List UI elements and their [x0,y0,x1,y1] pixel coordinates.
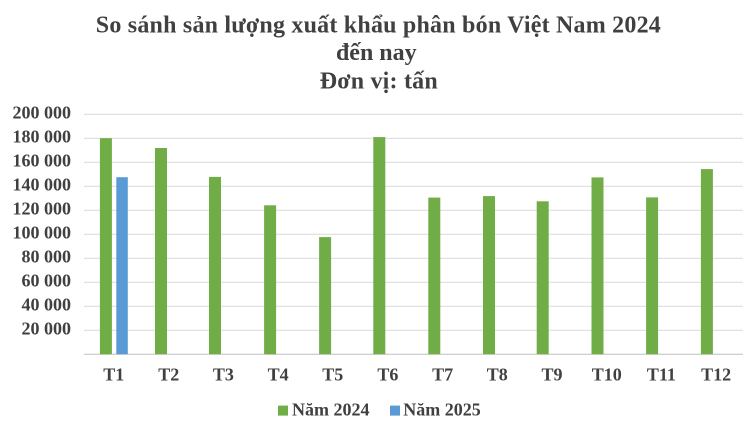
svg-text:T4: T4 [268,365,289,385]
svg-text:đến nay: đến nay [336,40,417,66]
svg-text:T6: T6 [377,365,398,385]
svg-text:20 000: 20 000 [22,319,72,339]
svg-text:120 000: 120 000 [13,199,72,219]
svg-text:T11: T11 [647,365,676,385]
svg-text:Đơn vị: tấn: Đơn vị: tấn [320,68,438,94]
svg-text:T9: T9 [541,365,562,385]
svg-text:80 000: 80 000 [22,247,72,267]
svg-text:40 000: 40 000 [22,295,72,315]
svg-text:T12: T12 [701,365,731,385]
svg-text:T3: T3 [213,365,234,385]
svg-text:T2: T2 [158,365,179,385]
svg-text:T7: T7 [432,365,453,385]
svg-text:60 000: 60 000 [22,271,72,291]
svg-text:T1: T1 [103,365,124,385]
svg-text:Năm 2024: Năm 2024 [292,400,370,420]
svg-text:Năm 2025: Năm 2025 [403,400,481,420]
svg-text:T10: T10 [592,365,622,385]
svg-text:T8: T8 [487,365,508,385]
svg-text:160 000: 160 000 [13,151,72,171]
svg-text:So sánh sản lượng xuất khẩu ph: So sánh sản lượng xuất khẩu phân bón Việ… [96,13,661,39]
svg-text:100 000: 100 000 [13,223,72,243]
svg-text:140 000: 140 000 [13,175,72,195]
svg-text:180 000: 180 000 [13,127,72,147]
svg-text:200 000: 200 000 [13,103,72,123]
svg-text:T5: T5 [322,365,343,385]
